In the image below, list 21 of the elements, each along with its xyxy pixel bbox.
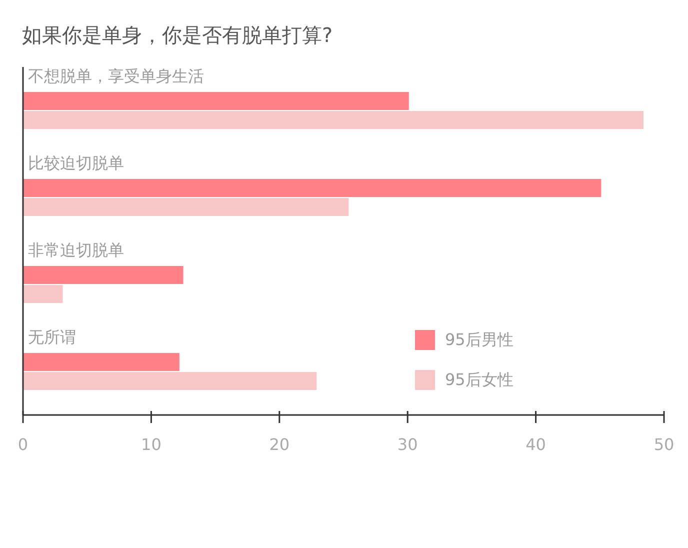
bar xyxy=(23,266,184,284)
x-tick-label: 30 xyxy=(397,435,418,454)
bar xyxy=(23,92,409,110)
y-tick-label: 比较迫切脱单 xyxy=(28,154,124,172)
bar xyxy=(23,198,349,216)
x-tick-label: 20 xyxy=(269,435,290,454)
bar xyxy=(23,179,602,197)
x-tick-label: 50 xyxy=(654,435,674,454)
x-tick-label: 10 xyxy=(141,435,162,454)
y-tick-label: 无所谓 xyxy=(28,328,76,346)
y-tick-label: 非常迫切脱单 xyxy=(28,240,124,260)
x-tick-label: 0 xyxy=(18,435,28,454)
bar xyxy=(23,372,317,390)
y-tick-label: 不想脱单，享受单身生活 xyxy=(28,66,204,86)
chart-title: 如果你是单身，你是否有脱单打算? xyxy=(22,22,333,49)
bar xyxy=(23,353,180,371)
bar xyxy=(23,285,63,303)
legend-label: 95后女性 xyxy=(445,370,514,390)
bar xyxy=(23,111,644,129)
legend-label: 95后男性 xyxy=(445,330,514,350)
x-tick-label: 40 xyxy=(526,435,546,454)
